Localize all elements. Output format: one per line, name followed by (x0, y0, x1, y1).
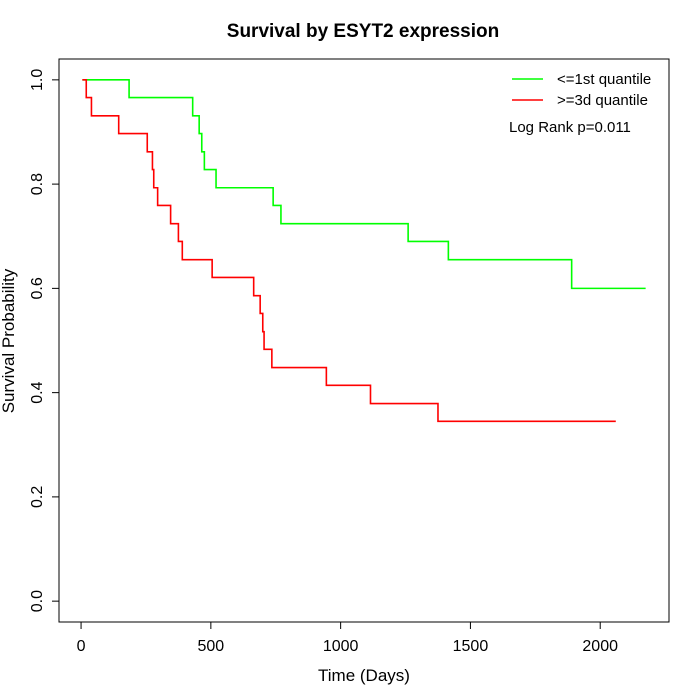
y-tick-label: 1.0 (29, 69, 46, 91)
y-tick-label: 0.2 (29, 486, 46, 508)
x-axis: 0 500 1000 1500 2000 (77, 621, 618, 655)
chart-title: Survival by ESYT2 expression (227, 21, 499, 42)
survival-curve-2 (82, 79, 616, 423)
x-tick-label: 1500 (453, 638, 489, 655)
log-rank-annotation: Log Rank p=0.011 (509, 119, 631, 136)
x-axis-label: Time (Days) (318, 666, 410, 685)
y-tick-label: 0.6 (29, 277, 46, 299)
y-axis-label: Survival Probability (0, 268, 18, 413)
x-tick-label: 1000 (323, 638, 359, 655)
y-tick-label: 0.4 (29, 381, 46, 403)
x-tick-label: 2000 (582, 638, 618, 655)
legend: <=1st quantile >=3d quantile (512, 71, 651, 109)
x-tick-label: 500 (197, 638, 224, 655)
legend-label-2: >=3d quantile (557, 92, 648, 109)
series-layer (82, 79, 646, 423)
survival-curve-1 (82, 79, 646, 290)
y-tick-label: 0.0 (29, 590, 46, 612)
y-axis: 0.0 0.2 0.4 0.6 0.8 1.0 (29, 69, 60, 612)
y-tick-label: 0.8 (29, 173, 46, 195)
legend-label-1: <=1st quantile (557, 71, 651, 88)
x-tick-label: 0 (77, 638, 86, 655)
plot-area-frame (58, 58, 670, 623)
